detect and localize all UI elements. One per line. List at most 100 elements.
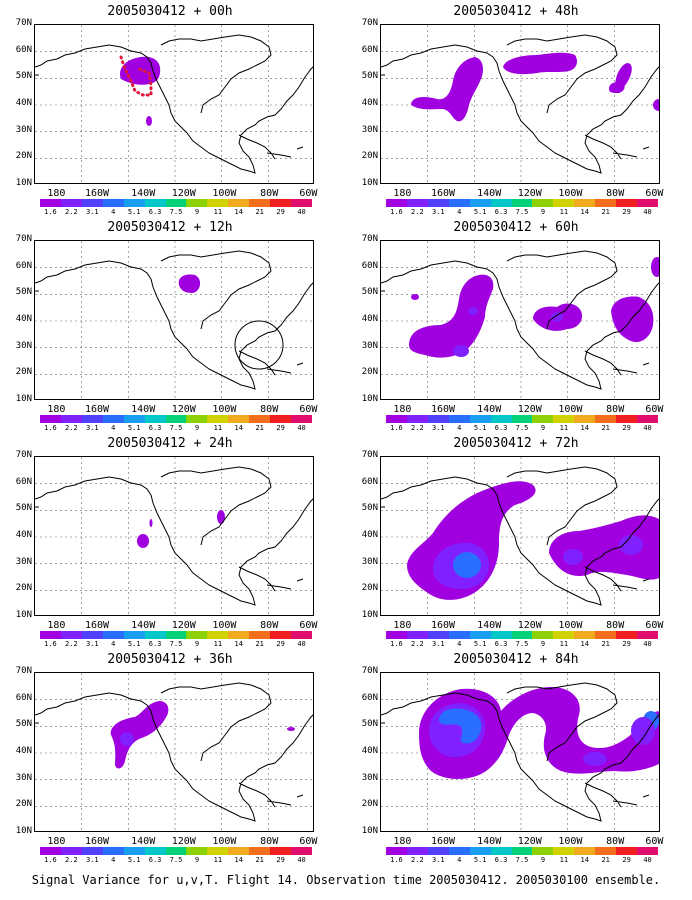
colorbar-labels: 1.6 2.2 3.1 4 5.1 6.3 7.5 9 11 14 21 29 40 [386, 424, 658, 434]
colorbar-swatch [406, 847, 428, 855]
colorbar-swatch [123, 847, 145, 855]
latitude-label: 20N [361, 799, 378, 810]
longitude-label: 120W [171, 836, 196, 847]
latitude-label: 70N [15, 18, 32, 28]
colorbar-swatch [102, 847, 124, 855]
colorbar-level-label: 14 [580, 424, 589, 432]
colorbar-level-label: 7.5 [515, 640, 529, 648]
colorbar-level-label: 9 [540, 640, 546, 648]
latitude-label: 20N [15, 583, 32, 594]
longitude-label: 120W [517, 836, 542, 847]
colorbar-swatch [616, 415, 638, 423]
colorbar-swatch [532, 847, 554, 855]
colorbar-level-label: 5.1 [473, 208, 487, 216]
latitude-label: 30N [15, 556, 32, 567]
colorbar-level-label: 5.1 [127, 424, 141, 432]
colorbar-level-label: 29 [622, 640, 631, 648]
map-area [34, 672, 314, 832]
colorbar-level-label: 2.2 [411, 856, 424, 864]
latitude-label: 30N [15, 340, 32, 351]
colorbar-swatch [574, 631, 596, 639]
colorbar-level-label: 11 [559, 208, 569, 216]
variance-region [453, 552, 481, 578]
variance-region [563, 549, 583, 565]
colorbar-level-label: 40 [643, 856, 652, 864]
colorbar-level-label: 3.1 [85, 640, 99, 648]
colorbar-swatch [448, 199, 470, 207]
colorbar-swatch [469, 847, 491, 855]
colorbar [386, 847, 658, 855]
colorbar-level-label: 3.1 [85, 856, 99, 864]
colorbar-level-label: 14 [580, 856, 589, 864]
longitude-label: 80W [260, 188, 279, 199]
coastline [35, 682, 313, 822]
colorbar-swatch [144, 631, 166, 639]
coastline [381, 466, 659, 606]
coastline [35, 250, 313, 390]
latitude-label: 50N [15, 71, 32, 82]
colorbar-level-label: 2.2 [411, 424, 424, 432]
longitude-label: 140W [477, 404, 502, 415]
variance-region [619, 535, 643, 555]
coastline [35, 466, 313, 606]
colorbar-level-label: 21 [255, 208, 264, 216]
panel-title: 2005030412 + 48h [453, 4, 579, 19]
map-area [380, 672, 660, 832]
longitude-label: 80W [606, 620, 625, 631]
colorbar-swatch [165, 415, 187, 423]
colorbar-level-label: 1.6 [390, 424, 403, 432]
panel-title: 2005030412 + 24h [107, 436, 233, 451]
longitude-label: 60W [299, 404, 318, 415]
colorbar-level-label: 21 [601, 640, 610, 648]
colorbar-swatch [123, 199, 145, 207]
map-panel-36h: 2005030412 + 36h 70N 60N 50N 40N 30N 20N 10N 18… [0, 648, 340, 864]
colorbar-swatch [40, 415, 61, 423]
latitude-label: 70N [15, 450, 32, 460]
variance-region [583, 752, 607, 766]
latitude-label: 50N [361, 287, 378, 298]
latitude-label: 50N [361, 719, 378, 730]
latitude-label: 60N [361, 692, 378, 703]
colorbar-swatch [595, 847, 617, 855]
colorbar-level-label: 40 [297, 640, 306, 648]
colorbar-swatch [386, 631, 407, 639]
latitude-label: 30N [361, 556, 378, 567]
colorbar-level-label: 29 [276, 640, 285, 648]
latitude-label: 50N [15, 503, 32, 514]
colorbar-swatch [386, 415, 407, 423]
colorbar-level-label: 29 [622, 208, 631, 216]
latitude-label: 20N [15, 367, 32, 378]
variance-region [217, 510, 225, 524]
colorbar-swatch [469, 415, 491, 423]
latitude-label: 60N [15, 692, 32, 703]
colorbar-swatch [186, 631, 208, 639]
colorbar-swatch [144, 847, 166, 855]
longitude-label: 140W [131, 188, 156, 199]
colorbar-swatch [469, 199, 491, 207]
map-svg [35, 457, 313, 615]
colorbar-swatch [574, 847, 596, 855]
colorbar-swatch [595, 631, 617, 639]
target-circle [234, 320, 284, 370]
colorbar-labels: 1.6 2.2 3.1 4 5.1 6.3 7.5 9 11 14 21 29 40 [40, 856, 312, 866]
latitude-label: 20N [361, 367, 378, 378]
colorbar-swatch [490, 199, 512, 207]
colorbar-level-label: 4 [111, 856, 116, 864]
colorbar [40, 199, 312, 207]
longitude-label: 120W [171, 188, 196, 199]
variance-region [149, 519, 153, 527]
colorbar-level-label: 7.5 [169, 640, 183, 648]
latitude-label: 10N [361, 826, 378, 836]
map-svg [381, 673, 659, 831]
longitude-label: 180 [47, 620, 66, 631]
longitude-label: 160W [430, 404, 456, 415]
map-area [34, 240, 314, 400]
colorbar-swatch [144, 415, 166, 423]
colorbar-level-label: 21 [601, 208, 610, 216]
colorbar-level-label: 29 [276, 856, 285, 864]
colorbar-swatch [490, 631, 512, 639]
colorbar-swatch [574, 199, 596, 207]
colorbar-swatch [60, 631, 82, 639]
colorbar-level-label: 7.5 [169, 424, 183, 432]
map-svg [381, 25, 659, 183]
